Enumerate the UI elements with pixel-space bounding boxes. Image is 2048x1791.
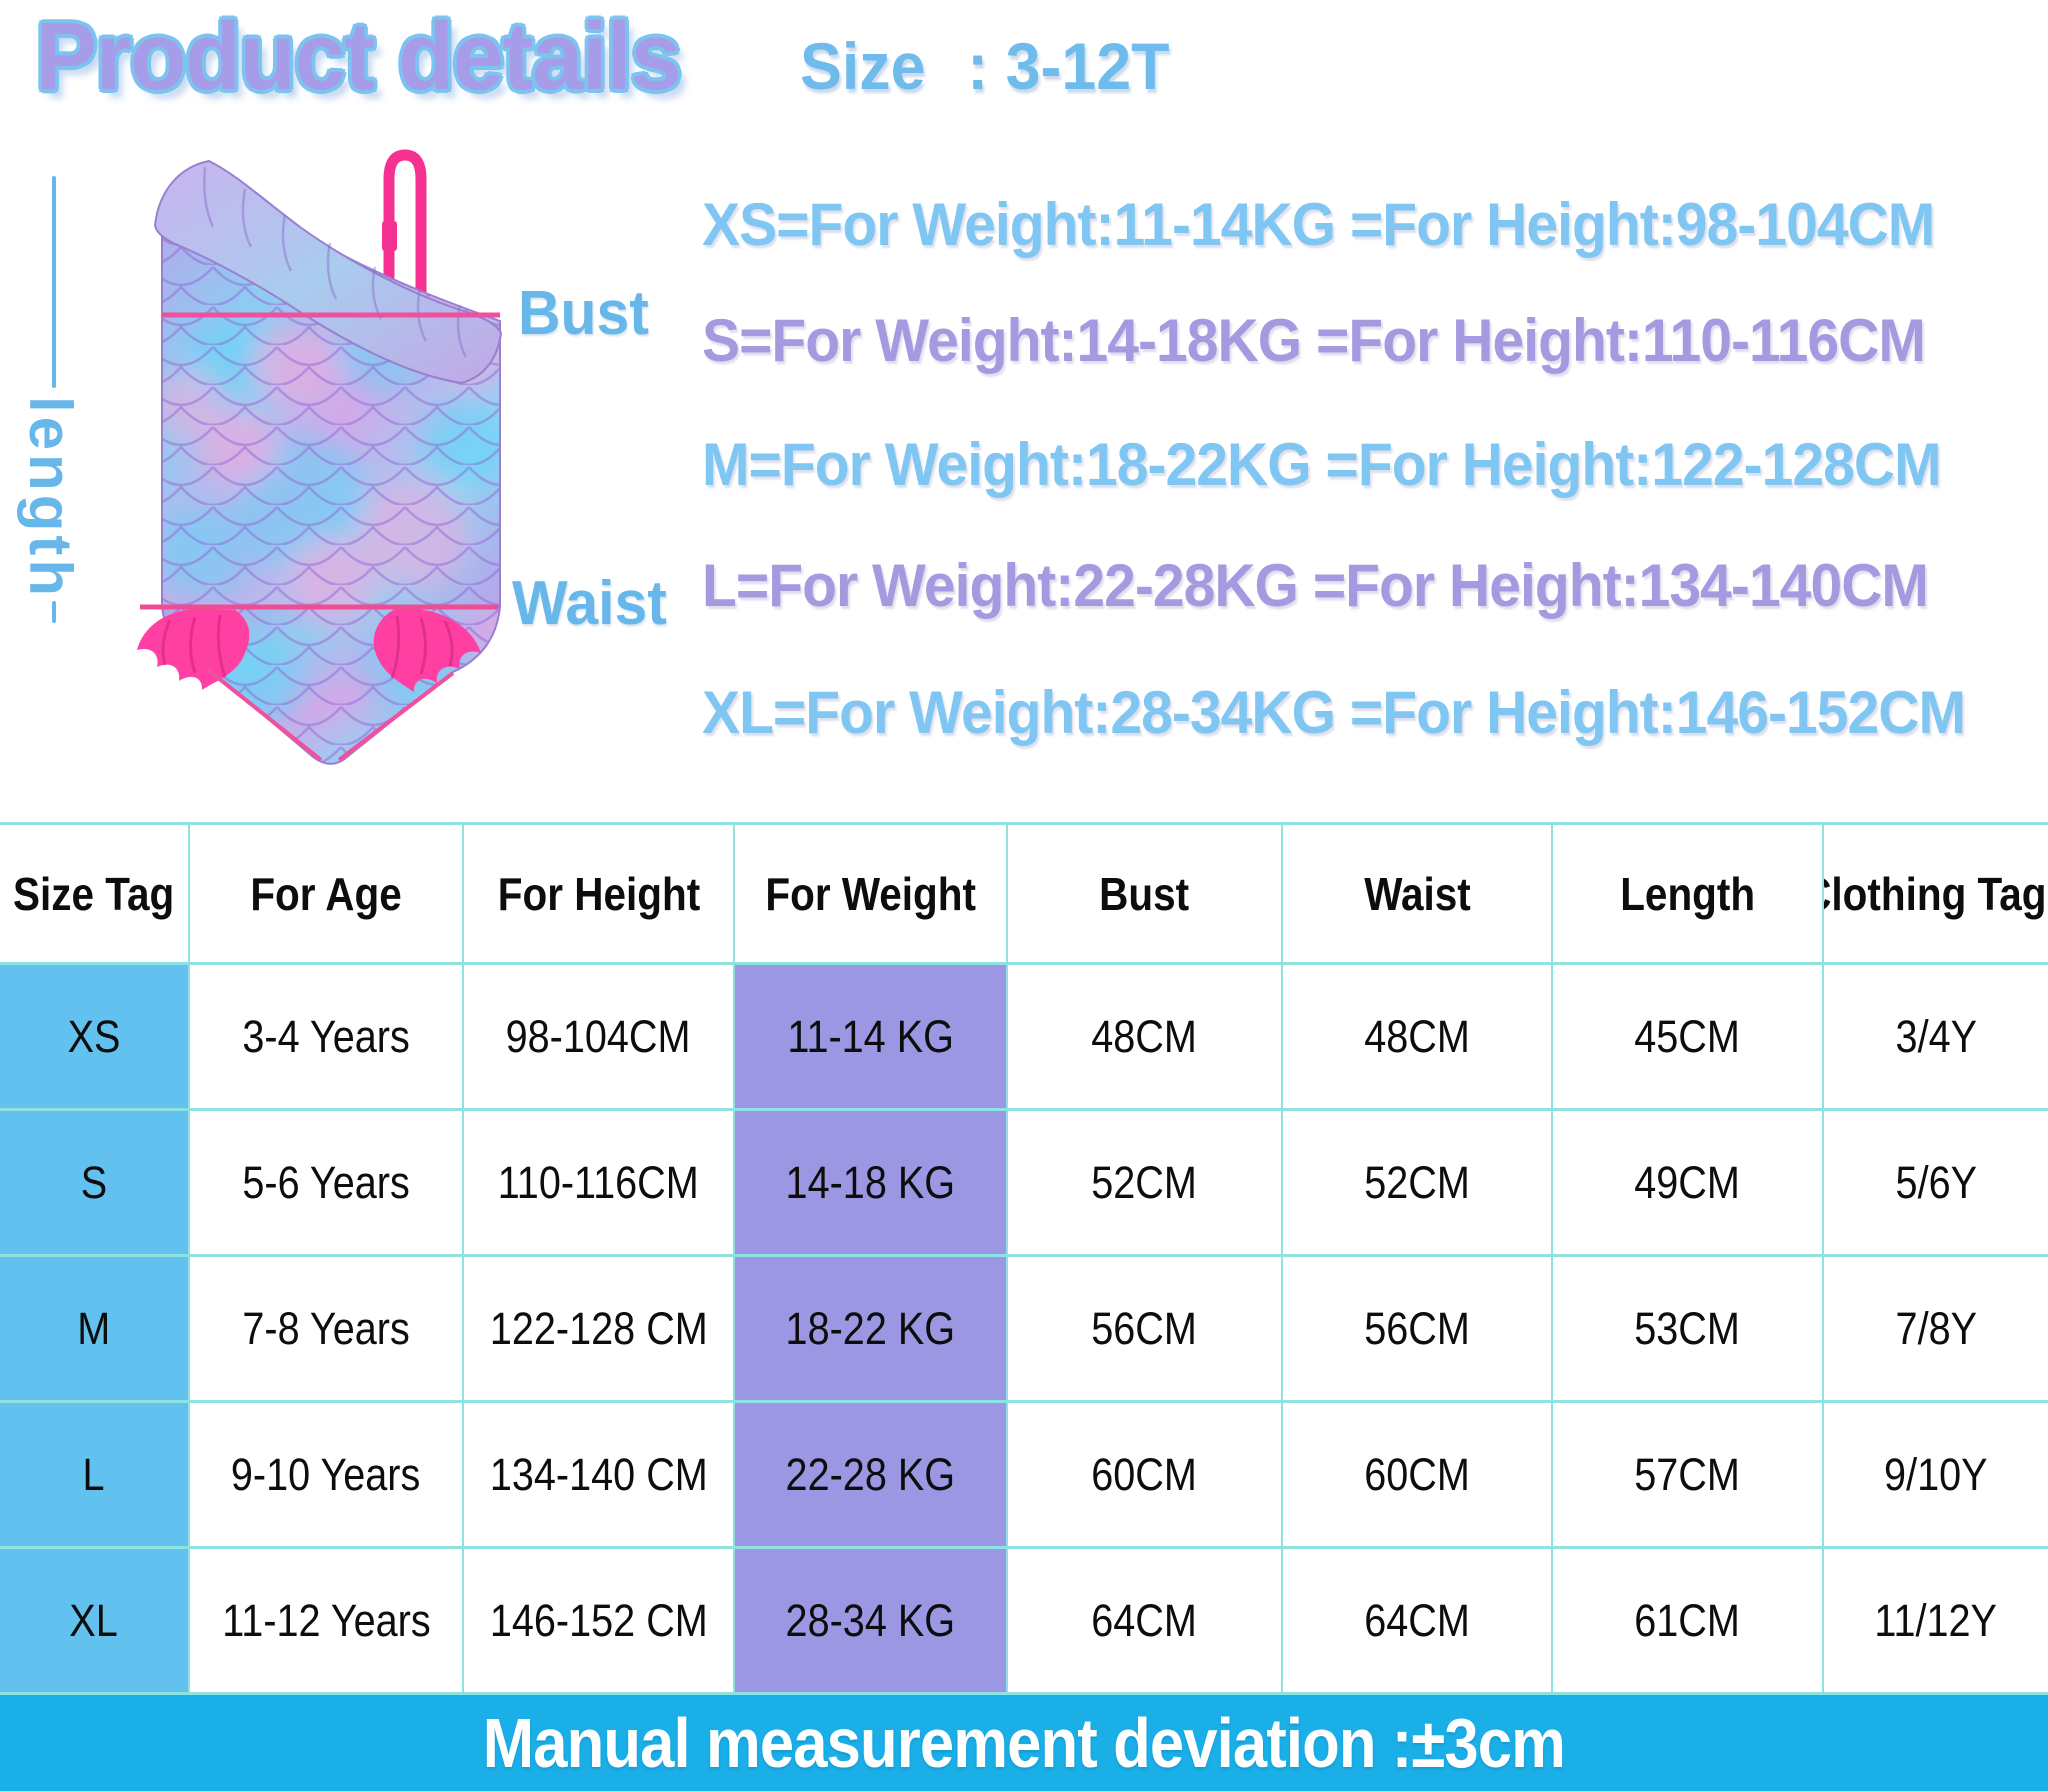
length-measure-line-bottom — [52, 601, 56, 623]
size-table: Size Tag For Age For Height For Weight Bust W… — [0, 822, 2048, 1695]
table-cell: 48CM — [1008, 965, 1283, 1111]
table-header-cell: Size Tag — [0, 825, 190, 965]
measurement-deviation-bar: Manual measurement deviation :±3cm — [0, 1695, 2048, 1791]
table-cell: 3/4Y — [1824, 965, 2048, 1111]
table-cell: 53CM — [1553, 1257, 1824, 1403]
table-cell: 60CM — [1008, 1403, 1283, 1549]
table-cell: 3-4 Years — [190, 965, 464, 1111]
table-cell: 57CM — [1553, 1403, 1824, 1549]
table-cell: 5/6Y — [1824, 1111, 2048, 1257]
table-cell: 52CM — [1283, 1111, 1553, 1257]
size-guide-list: XS=For Weight:11-14KG =For Height:98-104… — [702, 0, 2048, 800]
size-guide-line: L=For Weight:22-28KG =For Height:134-140… — [702, 552, 1929, 619]
table-header-cell: Clothing Tags — [1824, 825, 2048, 965]
table-cell: 56CM — [1283, 1257, 1553, 1403]
table-header-cell: Length — [1553, 825, 1824, 965]
table-cell: 28-34 KG — [735, 1549, 1008, 1695]
strap-shape — [383, 149, 427, 309]
size-guide-line: XL=For Weight:28-34KG =For Height:146-15… — [702, 679, 1966, 746]
length-label: length — [17, 396, 84, 600]
table-cell: 60CM — [1283, 1403, 1553, 1549]
table-cell: L — [0, 1403, 190, 1549]
table-cell: 45CM — [1553, 965, 1824, 1111]
table-cell: 11/12Y — [1824, 1549, 2048, 1695]
table-cell: 64CM — [1283, 1549, 1553, 1695]
table-cell: 14-18 KG — [735, 1111, 1008, 1257]
swimsuit-illustration-icon — [137, 149, 503, 765]
page-title: Product details — [36, 3, 681, 110]
size-heading-label: Size — [800, 29, 926, 103]
size-guide-line: M=For Weight:18-22KG =For Height:122-128… — [702, 431, 1942, 498]
table-cell: XL — [0, 1549, 190, 1695]
table-cell: 61CM — [1553, 1549, 1824, 1695]
bust-label: Bust — [518, 279, 649, 348]
table-cell: 11-12 Years — [190, 1549, 464, 1695]
table-cell: 48CM — [1283, 965, 1553, 1111]
table-cell: 134-140 CM — [464, 1403, 735, 1549]
table-cell: XS — [0, 965, 190, 1111]
table-header-cell: Bust — [1008, 825, 1283, 965]
measurement-deviation-note: Manual measurement deviation :±3cm — [482, 1704, 1566, 1782]
size-heading: Size : 3-12T — [800, 28, 1169, 104]
table-cell: 49CM — [1553, 1111, 1824, 1257]
waist-label: Waist — [512, 569, 667, 638]
table-cell: 18-22 KG — [735, 1257, 1008, 1403]
table-header-cell: Waist — [1283, 825, 1553, 965]
table-cell: 52CM — [1008, 1111, 1283, 1257]
size-guide-line: S=For Weight:14-18KG =For Height:110-116… — [702, 307, 1926, 374]
size-guide-line: XS=For Weight:11-14KG =For Height:98-104… — [702, 191, 1935, 258]
table-cell: M — [0, 1257, 190, 1403]
table-header-cell: For Age — [190, 825, 464, 965]
table-cell: S — [0, 1111, 190, 1257]
table-cell: 11-14 KG — [735, 965, 1008, 1111]
table-cell: 7/8Y — [1824, 1257, 2048, 1403]
hip-ruffles-shape — [137, 609, 481, 692]
table-cell: 98-104CM — [464, 965, 735, 1111]
table-cell: 9-10 Years — [190, 1403, 464, 1549]
table-cell: 122-128 CM — [464, 1257, 735, 1403]
table-header-cell: For Weight — [735, 825, 1008, 965]
table-cell: 22-28 KG — [735, 1403, 1008, 1549]
table-cell: 56CM — [1008, 1257, 1283, 1403]
table-cell: 9/10Y — [1824, 1403, 2048, 1549]
length-measure-line-top — [52, 176, 56, 388]
size-heading-value: : 3-12T — [967, 29, 1170, 103]
table-cell: 146-152 CM — [464, 1549, 735, 1695]
table-cell: 64CM — [1008, 1549, 1283, 1695]
table-cell: 7-8 Years — [190, 1257, 464, 1403]
table-cell: 110-116CM — [464, 1111, 735, 1257]
table-cell: 5-6 Years — [190, 1111, 464, 1257]
table-header-cell: For Height — [464, 825, 735, 965]
ruffle-shape — [153, 159, 503, 385]
